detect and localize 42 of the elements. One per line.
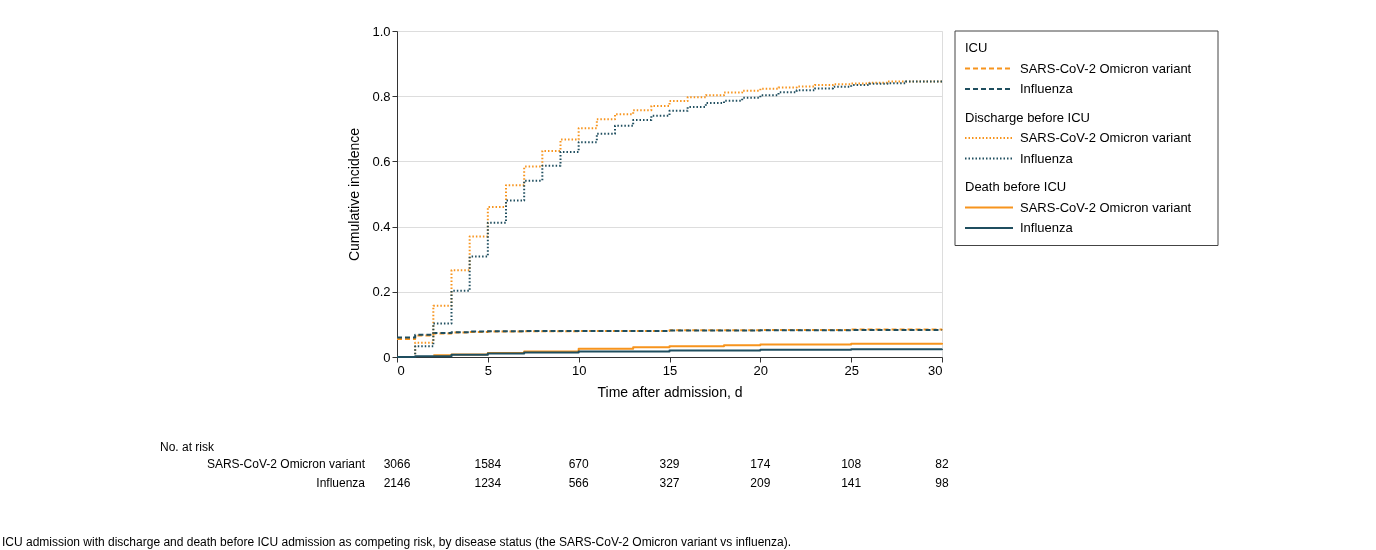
legend-label: SARS-CoV-2 Omicron variant [1020, 130, 1192, 145]
text: 566 [568, 476, 589, 490]
y-tick-label: 0.2 [372, 284, 391, 300]
text: 209 [750, 476, 771, 490]
text: 327 [659, 476, 680, 490]
text: Influenza [316, 476, 366, 490]
legend-label: SARS-CoV-2 Omicron variant [1020, 199, 1192, 215]
text: 2146 [383, 476, 411, 490]
y-axis-title: Cumulative incidence [346, 127, 363, 262]
text: 141 [841, 476, 862, 490]
y-tick-label: 1.0 [372, 23, 391, 39]
text: Death before ICU [965, 179, 1067, 194]
x-axis-title: Time after admission, d [597, 383, 743, 400]
x-tick-label: 10 [571, 362, 587, 378]
x-tick-label: 15 [662, 362, 678, 378]
text: SARS-CoV-2 Omicron variant [206, 457, 366, 471]
text: ICU [965, 40, 988, 55]
legend-label: Influenza [1020, 150, 1074, 166]
text: 1234 [474, 476, 502, 490]
y-tick-label: 0.6 [372, 153, 391, 169]
text: No. at risk [160, 440, 216, 454]
y-tick-label: 0.4 [372, 219, 391, 235]
legend-label: SARS-CoV-2 Omicron variant [1020, 60, 1192, 76]
legend-label: Influenza [1020, 220, 1074, 235]
x-tick-label: 30 [928, 362, 943, 378]
text: 3066 [383, 457, 411, 471]
x-tick-label: 5 [484, 362, 492, 378]
y-tick-label: 0 [383, 349, 391, 365]
x-tick-label: 25 [844, 362, 859, 378]
text: Discharge before ICU [965, 109, 1090, 125]
text: ICU admission with discharge and death before ICU admission as competing risk, by disease status (the SARS-CoV-2 Omicron variant vs influenza). [2, 535, 792, 549]
text: 82 [935, 457, 949, 471]
y-tick-label: 0.8 [372, 88, 391, 104]
text: 98 [935, 476, 949, 490]
x-tick-label: 0 [397, 362, 405, 378]
text: 329 [659, 457, 680, 471]
x-tick-label: 20 [753, 362, 769, 378]
text: 670 [568, 457, 589, 471]
text: 174 [750, 457, 771, 471]
legend-label: Influenza [1020, 81, 1074, 96]
text: 108 [841, 457, 862, 471]
text: 1584 [474, 457, 502, 471]
